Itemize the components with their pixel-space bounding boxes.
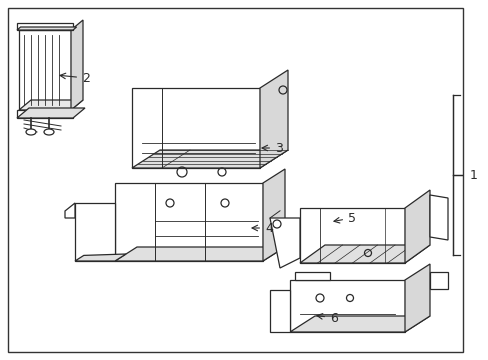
Polygon shape — [65, 203, 75, 218]
Polygon shape — [115, 183, 263, 261]
Polygon shape — [269, 290, 289, 332]
Polygon shape — [429, 272, 447, 289]
Polygon shape — [17, 23, 73, 30]
Polygon shape — [17, 27, 77, 30]
Polygon shape — [269, 218, 299, 268]
Polygon shape — [75, 203, 115, 261]
Polygon shape — [294, 272, 329, 280]
Ellipse shape — [26, 129, 36, 135]
Polygon shape — [299, 208, 404, 263]
Polygon shape — [75, 254, 126, 261]
Polygon shape — [115, 247, 285, 261]
Polygon shape — [17, 108, 85, 118]
Polygon shape — [289, 280, 404, 332]
Polygon shape — [289, 316, 429, 332]
Text: 4: 4 — [251, 221, 272, 234]
Polygon shape — [404, 190, 429, 263]
Polygon shape — [17, 110, 73, 118]
Polygon shape — [263, 169, 285, 261]
Polygon shape — [260, 70, 287, 168]
Ellipse shape — [44, 129, 54, 135]
Polygon shape — [299, 245, 429, 263]
Polygon shape — [132, 150, 287, 168]
Polygon shape — [19, 100, 83, 110]
Polygon shape — [19, 30, 71, 110]
Text: 1: 1 — [469, 168, 477, 181]
Polygon shape — [404, 264, 429, 332]
Text: 5: 5 — [333, 212, 355, 225]
Polygon shape — [71, 20, 83, 110]
Text: 2: 2 — [60, 72, 90, 85]
Polygon shape — [132, 88, 260, 168]
Text: 3: 3 — [262, 141, 282, 154]
Polygon shape — [429, 195, 447, 240]
Text: 6: 6 — [316, 311, 337, 324]
